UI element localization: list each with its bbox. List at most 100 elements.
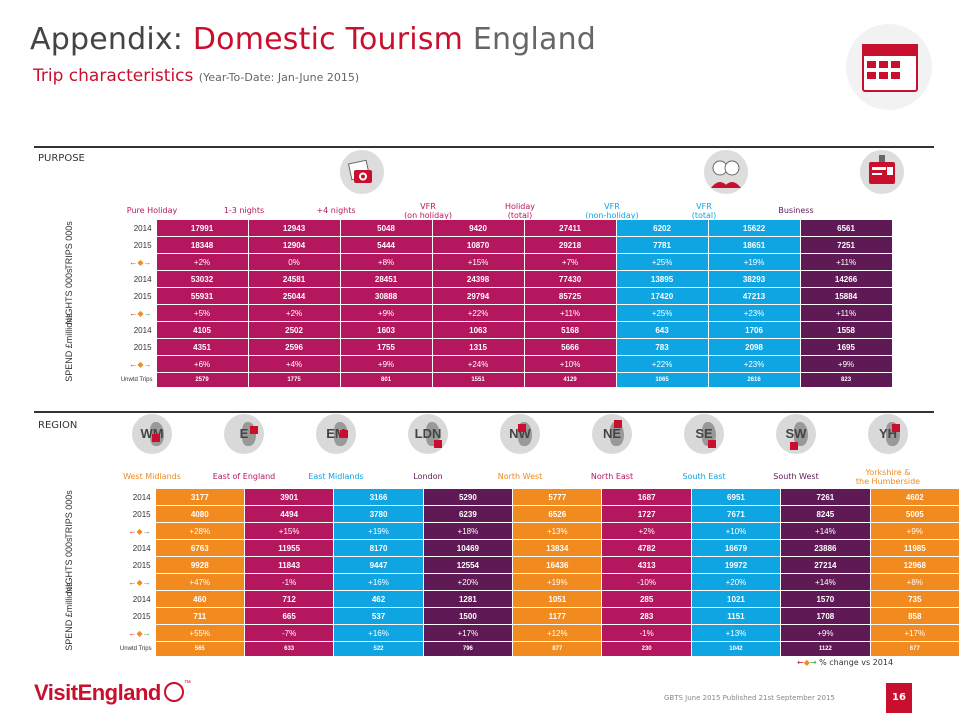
table-cell: 12904: [247, 236, 341, 254]
region-column-header: East Midlands: [308, 472, 364, 481]
england-map-shape: [794, 422, 808, 446]
table-row: NIGHTS 000s 2014 6763 11955 8170 10469 13834 47…: [34, 537, 960, 593]
group-label-nights: NIGHTS 000s: [34, 537, 105, 593]
unweighted-cell: 1042: [690, 641, 782, 657]
table-cell: 13895: [615, 270, 709, 288]
region-map-icon-ldn: LDN: [408, 414, 448, 454]
unweighted-cell: 230: [601, 641, 692, 657]
table-cell: +11%: [799, 253, 893, 271]
unweighted-cell: 1122: [780, 641, 871, 657]
table-cell: +11%: [523, 304, 617, 322]
purpose-section-label: PURPOSE: [38, 153, 85, 164]
region-column-header: Yorkshire & the Humberside: [855, 468, 921, 486]
table-cell: 9447: [333, 556, 424, 574]
table-cell: 27214: [780, 556, 871, 574]
table-cell: 5290: [422, 488, 514, 506]
table-row: SPEND £millions 2014 4105 2502 1603 1063 5168 6…: [34, 313, 893, 381]
table-cell: +47%: [154, 573, 245, 591]
table-cell: 18348: [155, 236, 249, 254]
table-cell: 16679: [690, 539, 782, 557]
calendar-cell: [879, 72, 888, 79]
row-year-label: 2014: [103, 539, 156, 557]
group-label-text: SPEND £millions: [63, 312, 74, 382]
table-row: ←◆→ +28% +15% +19% +18% +13% +2% +10% +14% +9%: [35, 522, 960, 540]
row-year-label: 2015: [103, 607, 156, 625]
table-cell: 1695: [799, 338, 893, 356]
table-cell: 4313: [601, 556, 692, 574]
table-cell: +13%: [690, 624, 782, 642]
table-cell: 4351: [155, 338, 249, 356]
table-cell: +16%: [333, 573, 424, 591]
region-section-label: REGION: [38, 420, 78, 431]
row-year-label: 2015: [103, 338, 157, 356]
table-cell: 1315: [431, 338, 525, 356]
id-badge-icon: [860, 150, 904, 194]
table-cell: +19%: [512, 573, 603, 591]
table-cell: 5444: [339, 236, 433, 254]
region-map-icon-se: SE: [684, 414, 724, 454]
legend-text: % change vs 2014: [819, 658, 894, 667]
table-row: ←◆→ +47% -1% +16% +20% +19% -10% +20% +14% +8%: [35, 573, 960, 591]
table-cell: 53032: [155, 270, 249, 288]
table-cell: 10469: [422, 539, 514, 557]
rose-emblem-icon: [163, 682, 184, 703]
table-cell: 5048: [339, 219, 433, 237]
table-cell: 712: [243, 590, 335, 608]
table-cell: +4%: [247, 355, 341, 373]
table-cell: 1063: [431, 321, 525, 339]
table-cell: +12%: [512, 624, 603, 642]
change-legend: ←◆→ % change vs 2014: [797, 658, 893, 667]
table-cell: 4602: [869, 488, 960, 506]
table-cell: 6202: [615, 219, 709, 237]
table-cell: 6951: [690, 488, 782, 506]
table-cell: +11%: [799, 304, 893, 322]
table-cell: 8170: [333, 539, 424, 557]
logo-text: VisitEngland: [34, 680, 161, 705]
purpose-column-header: VFR (on holiday): [404, 202, 452, 220]
table-cell: +22%: [431, 304, 525, 322]
table-cell: 30888: [339, 287, 433, 305]
table-cell: 17991: [155, 219, 249, 237]
table-cell: +9%: [339, 304, 433, 322]
title-suffix: England: [472, 22, 597, 57]
table-cell: 537: [333, 607, 424, 625]
table-cell: +24%: [431, 355, 525, 373]
unweighted-cell: 796: [422, 641, 514, 657]
table-cell: 5168: [523, 321, 617, 339]
table-cell: +2%: [155, 253, 249, 271]
region-code: LDN: [414, 426, 442, 441]
table-cell: 7251: [799, 236, 893, 254]
table-row: 2015 711 665 537 1500 1177 283 1151 1708 858: [35, 607, 960, 625]
table-cell: 7261: [780, 488, 871, 506]
table-cell: 18651: [707, 236, 801, 254]
table-cell: +8%: [869, 573, 960, 591]
table-cell: +14%: [780, 522, 871, 540]
table-cell: +15%: [243, 522, 335, 540]
table-cell: +22%: [615, 355, 709, 373]
table-cell: 3901: [243, 488, 335, 506]
table-cell: +20%: [690, 573, 782, 591]
subtitle-period: (Year-To-Date: Jan-June 2015): [198, 71, 360, 84]
table-cell: 6763: [154, 539, 245, 557]
calendar-cell: [891, 61, 900, 68]
table-cell: 1706: [707, 321, 801, 339]
unweighted-cell: 823: [799, 372, 893, 388]
table-cell: 14266: [799, 270, 893, 288]
table-cell: +9%: [799, 355, 893, 373]
source-note: GBTS June 2015 Published 21st September …: [664, 694, 835, 702]
unweighted-cell: 877: [512, 641, 603, 657]
table-cell: 5666: [523, 338, 617, 356]
table-cell: +2%: [247, 304, 341, 322]
table-cell: +9%: [869, 522, 960, 540]
unweighted-row: Unwtd Trips 2579 1775 801 1551 4129 1065 2616 82…: [34, 372, 893, 388]
table-cell: 28451: [339, 270, 433, 288]
table-cell: +2%: [601, 522, 692, 540]
group-label-text: SPEND £millions: [63, 581, 74, 651]
purpose-divider: [34, 146, 934, 148]
table-cell: +10%: [523, 355, 617, 373]
table-cell: +23%: [707, 304, 801, 322]
region-code: E: [239, 426, 249, 441]
region-map-icon-nw: NW: [500, 414, 540, 454]
table-cell: 3780: [333, 505, 424, 523]
region-highlight: [708, 440, 716, 448]
